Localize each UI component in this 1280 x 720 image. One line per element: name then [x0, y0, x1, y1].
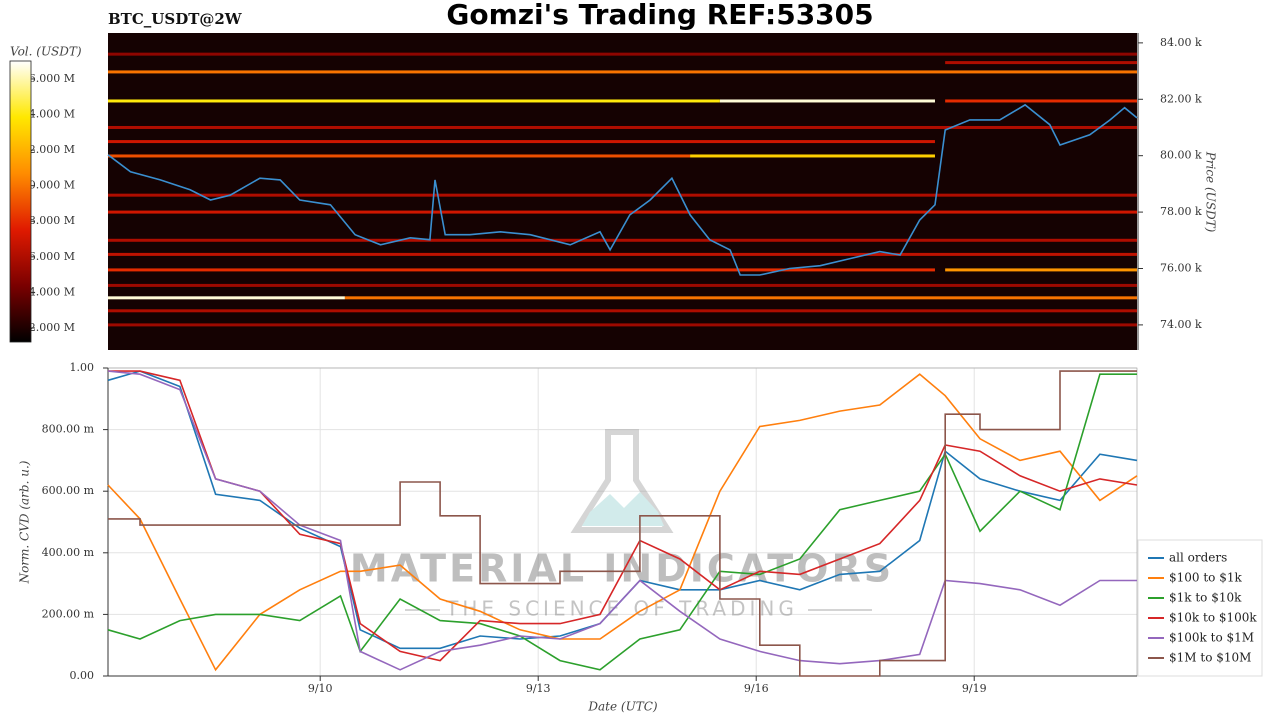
y-tick-label: 76.00 k	[1160, 261, 1202, 274]
heatmap-background	[108, 33, 1137, 350]
colorbar-tick-label: 14.000 M	[22, 108, 75, 121]
x-tick-label: 9/13	[526, 682, 551, 695]
x-tick-label: 9/10	[308, 682, 333, 695]
legend-label: $100 to $1k	[1169, 571, 1242, 585]
cvd-line	[107, 370, 1137, 671]
legend-label: $1k to $10k	[1169, 591, 1242, 605]
liquidity-level	[108, 210, 1137, 214]
liquidity-level	[108, 70, 1137, 74]
x-axis-label: Date (UTC)	[587, 700, 657, 714]
cvd-line	[108, 370, 1137, 677]
legend-label: all orders	[1169, 551, 1227, 565]
watermark	[570, 429, 674, 533]
y-tick-label: 78.00 k	[1160, 205, 1202, 218]
liquidity-level	[108, 268, 935, 272]
liquidity-level	[108, 193, 1137, 197]
liquidity-level	[108, 252, 1137, 256]
chart-title: Gomzi's Trading REF:53305	[446, 0, 873, 31]
legend-box	[1137, 539, 1263, 677]
cvd-line	[107, 373, 1138, 672]
y-axis-label: Price (USDT)	[1204, 151, 1218, 233]
colorbar-tick-label: 4.000 M	[29, 285, 75, 298]
liquidity-level	[945, 99, 1137, 103]
liquidity-level	[945, 61, 1137, 65]
price-line	[107, 103, 1138, 276]
colorbar-label: Vol. (USDT)	[10, 45, 82, 59]
y-tick-label: 74.00 k	[1160, 318, 1202, 331]
y-tick-label: 84.00 k	[1160, 36, 1202, 49]
liquidity-level	[690, 154, 935, 158]
liquidity-level	[108, 283, 1137, 287]
y-tick-label: 0.00	[70, 669, 95, 682]
liquidity-level	[108, 323, 1137, 327]
y-tick-label: 600.00 m	[42, 484, 95, 497]
y-tick-label: 1.00	[70, 361, 95, 374]
colorbar-tick-label: 2.000 M	[29, 321, 75, 334]
liquidity-level	[108, 154, 691, 158]
watermark-subtitle: THE SCIENCE OF TRADING	[445, 597, 798, 621]
y-axis-label: Norm. CVD (arb. u.)	[18, 460, 32, 584]
liquidity-level	[108, 52, 1137, 56]
liquidity-level	[108, 238, 1137, 242]
colorbar-tick-label: 10.000 M	[22, 179, 75, 192]
y-tick-label: 80.00 k	[1160, 149, 1202, 162]
legend-label: $100k to $1M	[1169, 631, 1254, 645]
y-tick-label: 400.00 m	[42, 546, 95, 559]
liquidity-level	[108, 125, 1137, 129]
watermark-flask	[570, 429, 674, 533]
legend-label: $1M to $10M	[1169, 651, 1251, 665]
liquidity-level	[945, 268, 1137, 272]
liquidity-level	[108, 99, 720, 103]
liquidity-level	[108, 140, 935, 144]
liquidity-level	[108, 309, 1137, 313]
colorbar-tick-label: 8.000 M	[29, 214, 75, 227]
x-tick-label: 9/16	[744, 682, 769, 695]
cvd-line	[107, 373, 1137, 671]
y-tick-label: 200.00 m	[42, 607, 95, 620]
chart-subtitle: BTC_USDT@2W	[108, 10, 243, 28]
colorbar-tick-label: 16.000 M	[22, 72, 75, 85]
colorbar-tick-label: 12.000 M	[22, 143, 75, 156]
legend-label: $10k to $100k	[1169, 611, 1257, 625]
liquidity-level	[108, 296, 345, 300]
liquidity-level	[344, 296, 1137, 300]
liquidity-level	[719, 99, 935, 103]
x-tick-label: 9/19	[962, 682, 987, 695]
cvd-line	[108, 370, 1138, 662]
colorbar-tick-label: 6.000 M	[29, 250, 75, 263]
watermark-title: MATERIAL INDICATORS	[350, 547, 894, 591]
y-tick-label: 82.00 k	[1160, 92, 1202, 105]
colorbar	[9, 60, 32, 343]
y-tick-label: 800.00 m	[42, 423, 95, 436]
watermark-liquid	[582, 492, 664, 526]
